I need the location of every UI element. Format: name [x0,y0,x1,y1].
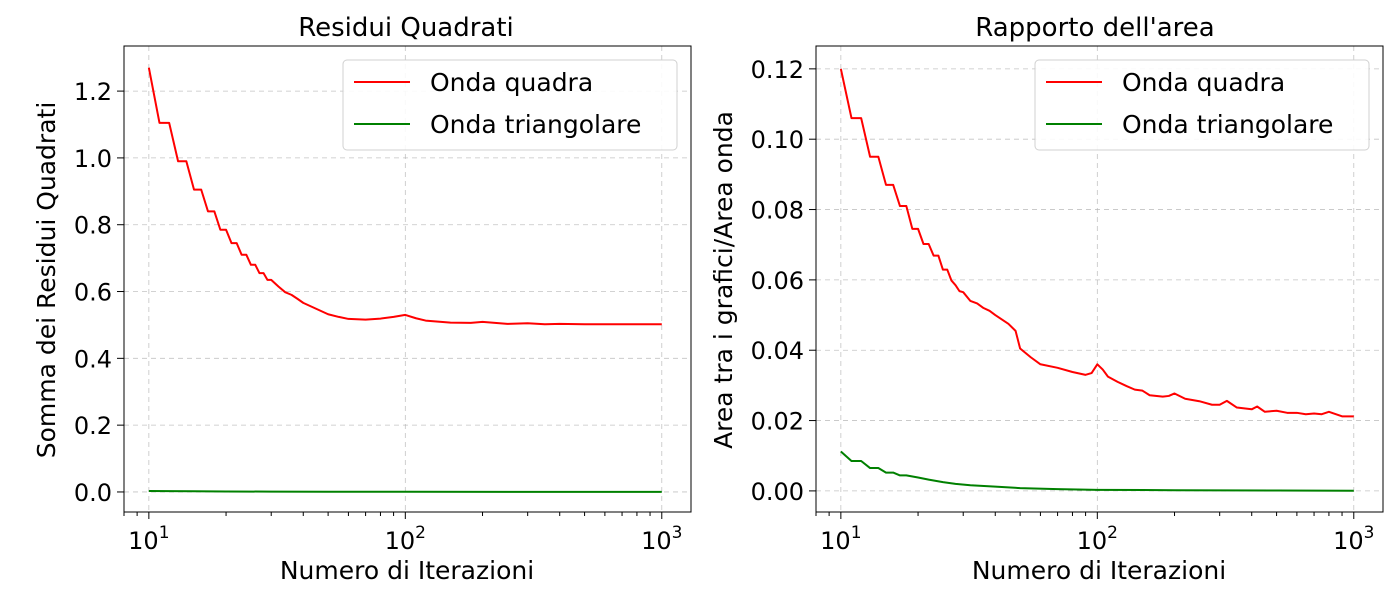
chart-title: Rapporto dell'area [975,13,1214,43]
y-tick-label: 0.4 [74,345,112,373]
series-layer [147,67,662,493]
y-tick-label: 0.6 [74,279,112,307]
y-tick-label: 0.04 [751,337,804,365]
x-axis-label: Numero di Iterazioni [972,556,1226,585]
ticks-layer: 101 102 103 0.00 0.02 0.04 0.06 0.08 0.10 0.12 [751,56,1375,555]
legend: Onda quadra Onda triangolare [342,59,678,151]
legend-label-series-1: Onda quadra [430,68,593,97]
y-axis-label: Area tra i grafici/Area onda [709,111,738,449]
y-tick-label: 0.0 [74,479,112,507]
legend-label-series-2: Onda triangolare [430,110,641,139]
legend-label-series-1: Onda quadra [1122,68,1285,97]
plot-frame [815,45,1384,513]
chart-rapporto: Rapporto dell'area 101 102 103 0.00 0.02 0.04… [709,13,1384,585]
x-tick-label: 102 [385,523,426,555]
ticks-layer: 101 102 103 0.0 0.2 0.4 0.6 0.8 1.0 1.2 [74,78,683,555]
x-axis-label: Numero di Iterazioni [280,556,534,585]
x-tick-label: 103 [1333,523,1374,555]
legend-box [1034,59,1370,151]
y-tick-label: 0.2 [74,412,112,440]
chart-title: Residui Quadrati [298,13,514,43]
x-tick-label: 103 [641,523,682,555]
x-tick-label: 101 [820,523,861,555]
y-tick-label: 0.8 [74,212,112,240]
y-tick-label: 1.0 [74,145,112,173]
series-line-1 [839,68,1354,418]
plot-frame [123,45,692,513]
y-tick-label: 0.02 [751,408,804,436]
series-line-2 [840,450,1354,492]
series-line-1 [147,67,662,326]
y-tick-label: 0.12 [751,56,804,84]
y-tick-label: 0.00 [751,478,804,506]
legend: Onda quadra Onda triangolare [1034,59,1370,151]
legend-label-series-2: Onda triangolare [1122,110,1333,139]
series-layer [839,68,1354,492]
x-tick-label: 102 [1077,523,1118,555]
y-axis-label: Somma dei Residui Quadrati [32,102,61,459]
x-tick-label: 101 [128,523,169,555]
y-tick-label: 0.06 [751,267,804,295]
y-tick-label: 0.08 [751,197,804,225]
series-line-2 [148,489,662,493]
chart-residui: Residui Quadrati 101 102 103 0.0 0.2 0.4 0.6 0.… [32,13,692,585]
y-tick-label: 1.2 [74,78,112,106]
legend-box [342,59,678,151]
y-tick-label: 0.10 [751,126,804,154]
